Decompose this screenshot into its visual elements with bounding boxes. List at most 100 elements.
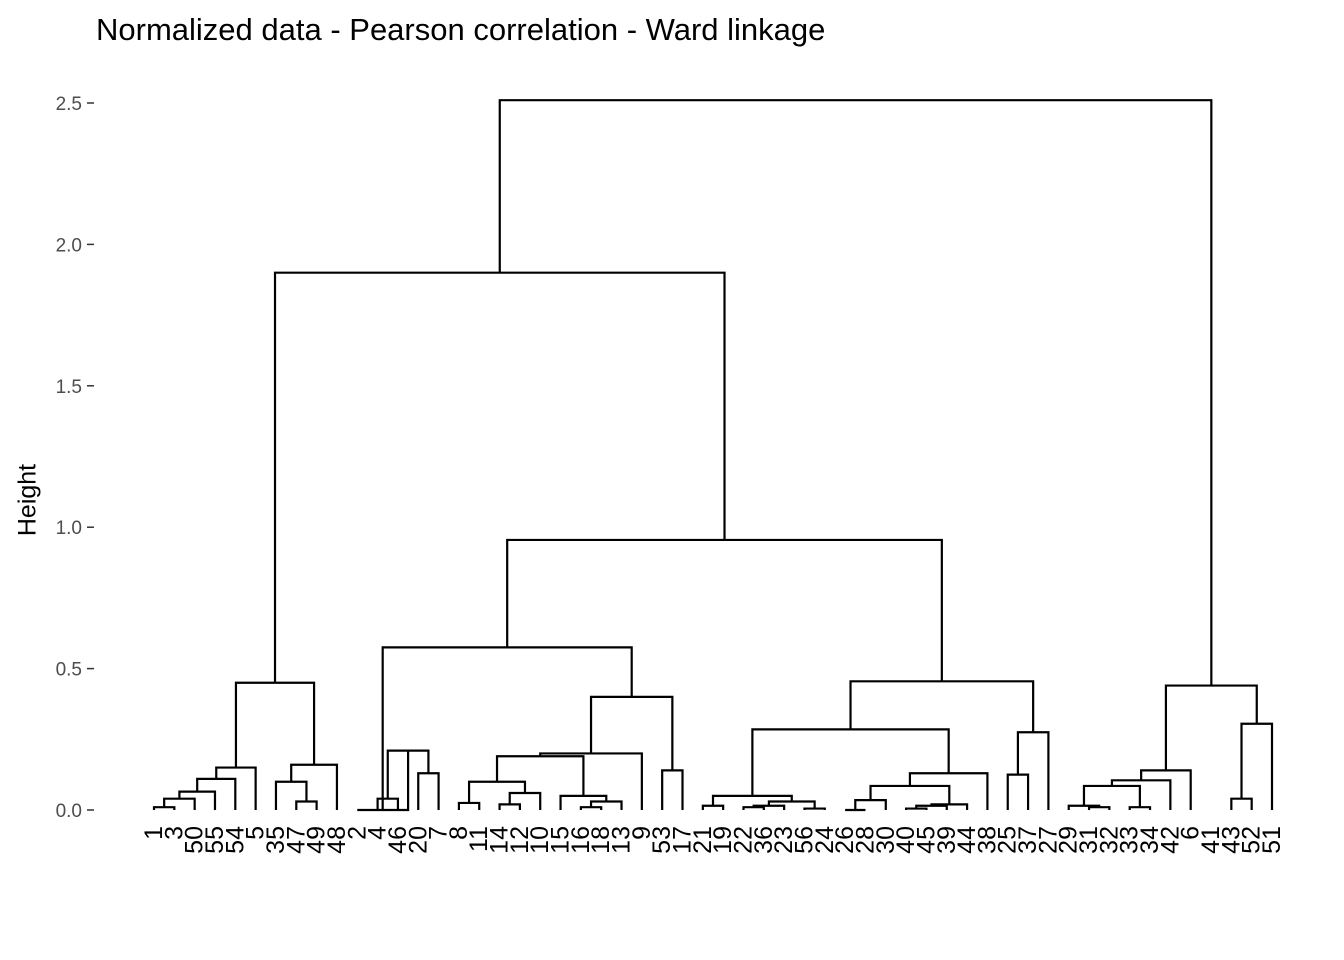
leaf-label: 32 (1095, 826, 1123, 854)
leaf-label: 16 (567, 826, 595, 854)
leaf-label: 34 (1136, 826, 1164, 854)
dendrogram-link (854, 799, 887, 810)
dendrogram-link (1128, 806, 1152, 810)
leaf-label: 11 (465, 826, 493, 852)
leaf-label: 25 (994, 826, 1022, 854)
dendrogram-link (701, 804, 725, 810)
dendrogram-link (381, 646, 633, 810)
leaf-label: 4 (364, 826, 392, 840)
dendrogram-link (417, 772, 440, 810)
dendrogram-link (274, 780, 308, 810)
leaf-label: 53 (648, 826, 676, 854)
leaf-label: 22 (729, 826, 757, 854)
dendrogram-link (376, 797, 400, 810)
leaf-label: 13 (608, 826, 636, 854)
dendrogram-link (152, 806, 176, 810)
dendrogram-link (1230, 797, 1253, 810)
leaf-label: 42 (1156, 826, 1184, 854)
leaf-label: 18 (587, 826, 615, 854)
leaf-label: 44 (953, 826, 981, 854)
dendrogram-link (1016, 731, 1050, 810)
dendrogram-link (234, 681, 316, 768)
dendrogram-link (1082, 784, 1141, 808)
dendrogram-link (273, 271, 726, 683)
dendrogram-link (178, 790, 217, 810)
dendrogram-link (290, 763, 339, 810)
leaf-label: 26 (831, 826, 859, 854)
dendrogram-link (495, 755, 585, 796)
leaf-label: 12 (506, 826, 534, 854)
y-tick-label: 2.0 (56, 235, 82, 256)
dendrogram-link (869, 784, 951, 805)
dendrogram-link (498, 803, 521, 810)
dendrogram-link (196, 777, 237, 810)
leaf-label: 17 (669, 826, 697, 854)
leaf-label: 45 (912, 826, 940, 854)
dendrogram-link (1240, 722, 1274, 810)
leaf-label: 40 (892, 826, 920, 854)
leaf-label: 49 (303, 826, 331, 854)
leaf-label: 55 (201, 826, 229, 854)
dendrogram-link (506, 538, 943, 682)
leaf-label: 5 (242, 826, 270, 840)
leaf-label: 51 (1258, 826, 1286, 854)
leaf-label: 24 (811, 826, 839, 854)
leaf-label: 23 (770, 826, 798, 854)
dendrogram-link (163, 797, 196, 810)
leaf-label: 29 (1055, 826, 1083, 854)
leaf-label: 9 (628, 826, 656, 840)
chart-title: Normalized data - Pearson correlation - … (96, 12, 826, 47)
leaf-label: 14 (486, 826, 514, 854)
dendrogram-link (849, 680, 1035, 733)
leaf-label: 48 (323, 826, 351, 854)
leaf-label: 47 (282, 826, 310, 854)
dendrogram-link (1087, 806, 1111, 810)
leaf-label: 19 (709, 826, 737, 854)
leaf-label: 1 (140, 826, 168, 840)
leaf-label: 52 (1238, 826, 1266, 854)
dendrogram-link (457, 801, 481, 810)
dendrogram-link (357, 750, 410, 812)
dendrogram-link (1006, 773, 1030, 810)
dendrogram-link (589, 800, 623, 810)
leaf-label: 7 (425, 826, 453, 840)
leaf-label: 50 (181, 826, 209, 854)
y-axis: 0.0 0.5 1.0 1.5 2.0 2.5 (56, 94, 94, 822)
leaf-label: 35 (262, 826, 290, 854)
leaf-label: 8 (445, 826, 473, 840)
y-tick-label: 2.5 (56, 94, 82, 115)
dendrogram-link (508, 791, 542, 810)
leaf-label: 15 (547, 826, 575, 854)
leaf-label: 28 (851, 826, 879, 854)
dendrogram-link (579, 806, 603, 810)
leaf-label: 31 (1075, 826, 1103, 854)
leaf-label: 21 (689, 826, 717, 854)
leaf-label: 43 (1217, 826, 1245, 854)
leaf-label: 33 (1116, 826, 1144, 854)
dendrogram-link (295, 800, 318, 810)
leaf-label: 36 (750, 826, 778, 854)
leaf-label: 2 (343, 826, 371, 840)
dendrogram-link (1110, 779, 1172, 810)
leaf-label: 41 (1197, 826, 1225, 854)
leaf-label: 6 (1177, 826, 1205, 840)
y-tick-label: 1.5 (56, 377, 82, 398)
dendrogram-link (930, 803, 969, 810)
leaf-label: 30 (872, 826, 900, 854)
leaf-label: 39 (933, 826, 961, 854)
leaf-label: 10 (526, 826, 554, 854)
dendrogram-link (498, 99, 1213, 686)
leaf-label: 46 (384, 826, 412, 854)
leaf-label: 37 (1014, 826, 1042, 854)
dendrogram-link (905, 807, 928, 810)
dendrogram-link (1140, 769, 1192, 810)
dendrogram-link (742, 806, 765, 810)
leaf-labels: 1350555453547494824462078111412101516181… (140, 826, 1286, 854)
leaf-label: 38 (973, 826, 1001, 854)
dendrogram-link (589, 695, 674, 771)
leaf-label: 20 (404, 826, 432, 854)
leaf-label: 56 (790, 826, 818, 854)
leaf-label: 27 (1034, 826, 1062, 854)
y-tick-label: 0.5 (56, 660, 82, 681)
